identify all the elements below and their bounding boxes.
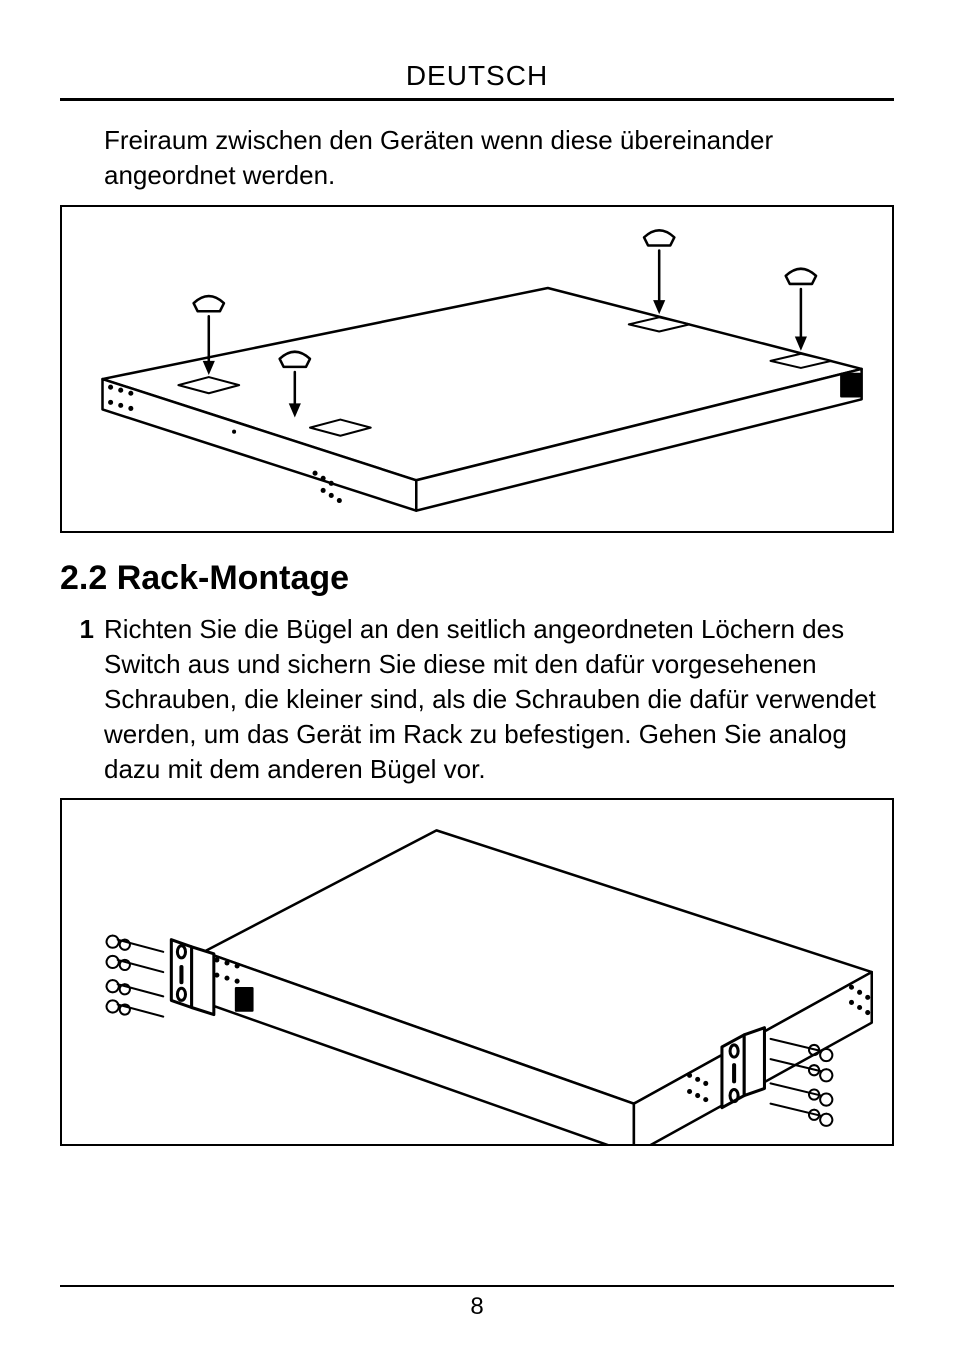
footer-page-number: 8 <box>60 1293 894 1321</box>
figure-rack-brackets <box>60 798 894 1146</box>
page: DEUTSCH Freiraum zwischen den Geräten we… <box>0 0 954 1361</box>
step-1: 1 Richten Sie die Bügel an den seitlich … <box>60 612 894 787</box>
intro-paragraph: Freiraum zwischen den Geräten wenn diese… <box>60 123 894 193</box>
step-1-text: Richten Sie die Bügel an den seitlich an… <box>104 612 884 787</box>
header-language: DEUTSCH <box>60 60 894 92</box>
footer: 8 <box>60 1285 894 1321</box>
header-divider <box>60 98 894 101</box>
figure-rack-brackets-svg <box>62 800 892 1144</box>
footer-divider <box>60 1285 894 1287</box>
section-heading: 2.2 Rack-Montage <box>60 559 894 598</box>
figure-desktop-feet-svg <box>62 207 892 531</box>
figure-desktop-feet <box>60 205 894 533</box>
step-1-number: 1 <box>60 612 104 787</box>
